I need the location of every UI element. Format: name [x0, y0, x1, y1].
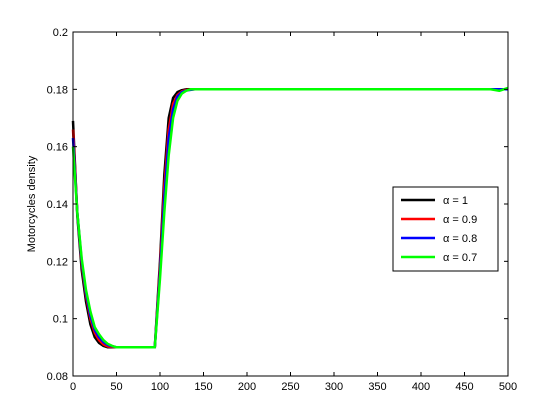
ticks-layer: 0 50 100 150 200 250 300 350 400 450 500 0.08 0.1 0.1…: [47, 27, 518, 393]
y-tick-label: 0.12: [47, 256, 68, 268]
y-tick-label: 0.1: [53, 314, 68, 326]
series-line-3: [71, 86, 509, 349]
x-tick-label: 400: [412, 381, 430, 393]
x-tick-label: 50: [110, 381, 122, 393]
y-axis-label: Motorcycles density: [26, 155, 38, 252]
x-tick-label: 200: [238, 381, 256, 393]
y-tick-label: 0.14: [47, 199, 68, 211]
x-tick-label: 300: [325, 381, 343, 393]
y-tick-label: 0.18: [47, 84, 68, 96]
y-tick-label: 0.2: [53, 27, 68, 39]
y-tick-label: 0.16: [47, 142, 68, 154]
x-tick-label: 0: [70, 381, 76, 393]
legend-label-2: α = 0.8: [443, 233, 477, 245]
x-tick-label: 450: [455, 381, 473, 393]
series-layer: [71, 86, 509, 349]
legend: α = 1 α = 0.9 α = 0.8 α = 0.7: [392, 186, 499, 272]
legend-label-1: α = 0.9: [443, 214, 477, 226]
x-tick-label: 250: [281, 381, 299, 393]
legend-label-0: α = 1: [443, 195, 468, 207]
x-tick-label: 500: [499, 381, 517, 393]
x-tick-label: 150: [194, 381, 212, 393]
x-tick-label: 100: [151, 381, 169, 393]
x-tick-label: 350: [368, 381, 386, 393]
legend-label-3: α = 0.7: [443, 252, 477, 264]
y-tick-label: 0.08: [47, 371, 68, 383]
